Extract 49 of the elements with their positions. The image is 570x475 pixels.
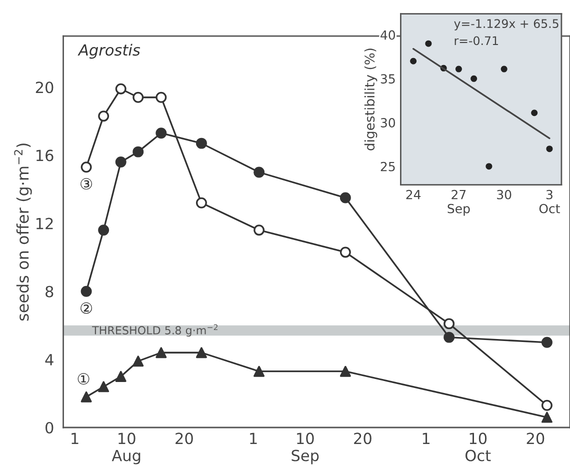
annotation: r=-0.71 [454, 36, 498, 46]
band-label: THRESHOLD 5.8 g·m$^{−2}$ [92, 324, 218, 337]
point [80, 391, 92, 402]
point [470, 75, 478, 82]
y-tick-label: 30 [380, 118, 396, 128]
x-tick-label: 27 Sep [448, 190, 470, 216]
series-label: ② [80, 302, 92, 314]
y-tick-label: 16 [36, 150, 54, 162]
point [115, 370, 126, 382]
y-tick-label: 12 [36, 218, 53, 230]
y-axis-title: digestibility (%) [364, 48, 378, 150]
x-tick-label: 1 [72, 432, 78, 444]
x-tick-label: 1 [422, 432, 430, 444]
x-tick-label: 10 Aug [112, 432, 140, 464]
annotation: y=-1.129x + 65.5 [454, 19, 558, 30]
point [156, 347, 167, 358]
series-label: ① [78, 373, 90, 385]
chart-title: Agrostis [78, 44, 140, 59]
point [98, 381, 110, 392]
x-tick-label: 24 [406, 190, 421, 200]
x-tick-label: 20 [176, 432, 193, 444]
y-tick-label: 0 [46, 422, 54, 434]
x-tick-label: 3 Oct [539, 190, 560, 214]
point [486, 163, 492, 170]
point [546, 146, 553, 152]
x-tick-label: 10 Sep [292, 432, 319, 464]
x-tick-label: 1 [250, 432, 257, 444]
x-tick-label: 20 [354, 432, 372, 444]
point [340, 366, 351, 377]
series-label: ③ [80, 178, 92, 190]
point [254, 366, 265, 377]
y-tick-label: 8 [46, 286, 54, 298]
x-tick-label: 30 [497, 190, 512, 200]
point [132, 356, 144, 367]
y-tick-label: 25 [380, 162, 395, 172]
point [531, 110, 538, 116]
point [455, 66, 462, 72]
y-tick-label: 20 [36, 82, 54, 94]
y-tick-label: 35 [380, 74, 395, 84]
point [541, 412, 552, 423]
point [196, 347, 207, 358]
point [500, 66, 508, 72]
x-tick-label: 20 [526, 432, 544, 444]
point [425, 40, 432, 47]
y-axis-title: seeds on offer (g·m$^{−2}$) [14, 144, 32, 321]
point [410, 58, 417, 64]
y-tick-label: 4 [45, 354, 54, 366]
x-tick-label: 10 Oct [466, 432, 491, 462]
y-tick-label: 40 [380, 30, 396, 40]
